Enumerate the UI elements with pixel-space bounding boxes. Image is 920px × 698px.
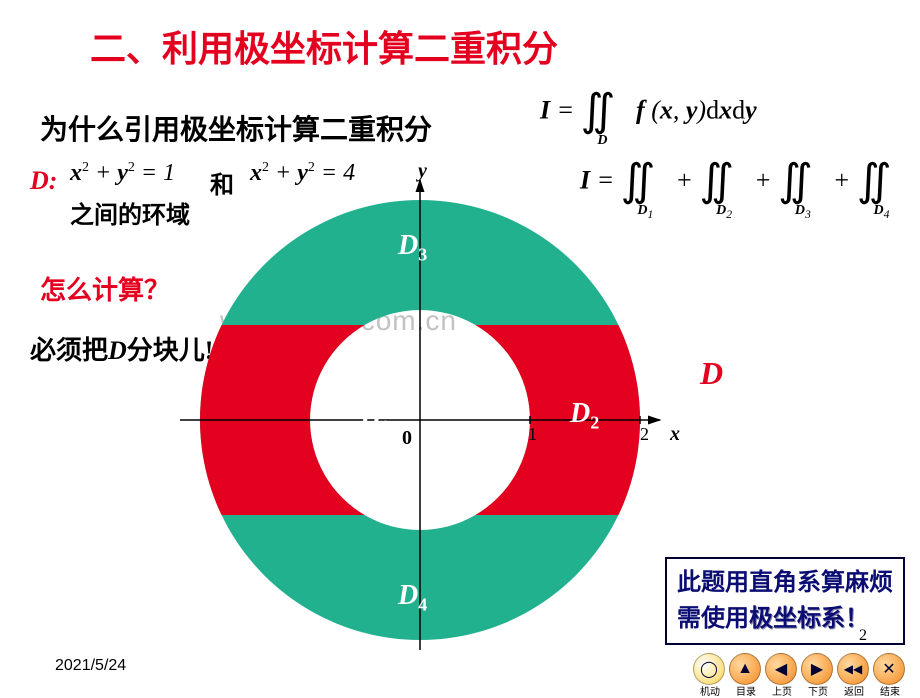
prev-icon: ◀ [775, 659, 787, 679]
nav-return-button[interactable]: ◀◀ 返回 [837, 653, 869, 685]
region-d-label: D: [30, 166, 57, 196]
close-icon: ✕ [882, 659, 895, 679]
d3-label: D3 [398, 230, 427, 266]
d1-label: D1 [360, 402, 389, 438]
tick-1: 1 [528, 424, 537, 445]
question-text: 怎么计算？ [40, 270, 170, 307]
next-icon: ▶ [811, 659, 823, 679]
circle-icon: ◯ [700, 659, 718, 679]
y-axis-label: y [418, 160, 427, 183]
page-number: 2 [859, 627, 867, 645]
nav-end-button[interactable]: ✕ 结束 [873, 653, 905, 685]
d4-label: D4 [398, 580, 427, 616]
subtitle: 为什么引用极坐标计算二重积分 [40, 108, 432, 148]
return-icon: ◀◀ [844, 662, 862, 677]
nav-toc-button[interactable]: ▲ 目录 [729, 653, 761, 685]
nav-bar: ◯ 机动 ▲ 目录 ◀ 上页 ▶ 下页 ◀◀ 返回 ✕ 结束 [693, 653, 905, 685]
origin-label: 0 [402, 427, 412, 450]
up-icon: ▲ [737, 660, 753, 678]
d2-label: D2 [570, 398, 599, 434]
equation-circle-1: x2 + y2 = 1 [70, 160, 175, 187]
nav-prev-button[interactable]: ◀ 上页 [765, 653, 797, 685]
slide-date: 2021/5/24 [55, 657, 126, 675]
note-box: 此题用直角系算麻烦 需使用极坐标系！ [665, 557, 905, 645]
d-label: D [700, 355, 723, 392]
nav-next-button[interactable]: ▶ 下页 [801, 653, 833, 685]
tick-2: 2 [640, 424, 649, 445]
integral-main: I = ∬D f (x, y)dxdy [540, 85, 757, 136]
nav-auto-button[interactable]: ◯ 机动 [693, 653, 725, 685]
slide-title: 二、利用极坐标计算二重积分 [90, 20, 558, 72]
x-axis-label: x [670, 423, 680, 446]
